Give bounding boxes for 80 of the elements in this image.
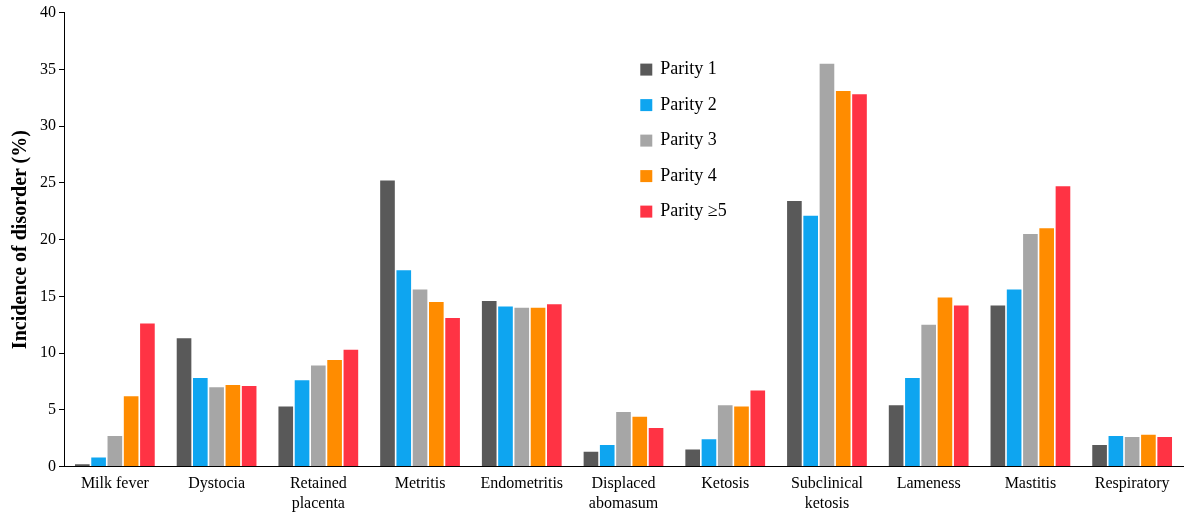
x-tick-label: Subclinical ketosis [790,474,864,511]
x-tick-label: Respiratory [1094,474,1170,493]
bar [750,390,766,467]
bar [140,323,155,467]
x-tick-label: Lameness [896,474,961,492]
bar [734,406,749,467]
legend-label: Parity 4 [660,164,717,185]
y-axis-title: Incidence of disorder (%) [8,130,32,350]
bar [278,406,294,467]
bar [107,435,123,467]
legend-label: Parity 3 [660,129,717,150]
x-tick-label: Retained placenta [289,474,347,512]
legend-label: Parity ≥5 [660,200,727,221]
x-tick-label: Metritis [394,474,446,492]
bar [632,416,648,467]
bar [91,457,106,467]
y-tick-label: 10 [40,343,56,361]
bar [921,324,937,467]
x-tick-label: Milk fever [80,474,150,492]
y-tick-label: 20 [40,229,56,247]
bar [294,380,310,467]
bar [717,405,733,467]
bar [888,405,904,467]
bar [990,305,1006,467]
bar [1039,228,1055,467]
bar [445,317,460,467]
x-tick-label: Endometritis [480,474,564,492]
bar [514,307,530,467]
x-tick-label: Mastitis [1004,474,1057,492]
bar [1055,186,1071,467]
x-tick-label: Ketosis [701,474,750,492]
y-tick-label: 35 [40,59,56,77]
bar [396,270,412,467]
bar [225,384,241,467]
x-tick-label: Dystocia [188,474,246,493]
x-tick-label: Displaced abomasum [588,474,659,511]
bar [241,386,257,467]
bar [176,338,192,467]
y-tick-label: 25 [40,173,56,191]
bar [616,412,631,467]
bar [530,307,546,467]
bar [498,306,513,467]
bar [701,439,717,467]
y-tick-label: 15 [40,286,56,304]
bar [192,378,208,467]
bar [1108,435,1124,467]
bar [803,215,818,467]
bar [327,359,342,467]
bar [429,302,444,467]
y-tick-label: 0 [48,456,56,474]
bar [343,349,359,467]
bar [1157,437,1173,467]
bar [1141,434,1156,467]
bar [1006,289,1022,467]
bar [547,304,562,467]
bar [905,378,920,467]
bar [380,180,395,467]
y-tick-label: 40 [40,2,56,20]
bar [583,451,599,467]
bar [412,289,428,467]
bar [685,449,700,467]
y-tick-label: 5 [48,400,56,418]
bar [937,297,953,467]
bar [1023,233,1038,467]
legend-label: Parity 1 [660,58,717,79]
bar [1092,445,1107,467]
bar [852,94,867,467]
bar [648,428,664,467]
bar [209,387,224,467]
bar [1124,437,1140,467]
bar [123,396,139,467]
bar [953,305,969,467]
bar [481,300,497,467]
bar [310,365,326,467]
y-tick-label: 30 [40,116,56,134]
bar [599,445,615,467]
bar [787,201,802,467]
bar [835,90,851,467]
bar [819,63,835,467]
legend-label: Parity 2 [660,93,717,114]
